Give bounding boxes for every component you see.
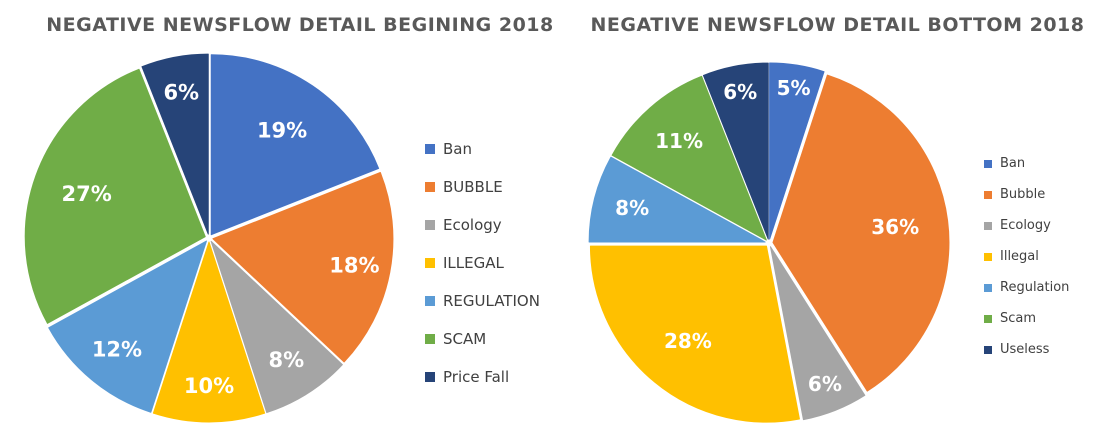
- legend-entry-scam: SCAM: [425, 320, 540, 358]
- legend-entry-ecology: Ecology: [425, 206, 540, 244]
- legend-swatch: [984, 221, 992, 230]
- pie-slice-ban: [769, 62, 825, 240]
- legend-label: Bubble: [1000, 187, 1046, 202]
- data-label-scam: 11%: [655, 129, 703, 153]
- legend: Ban Bubble Ecology Illegal Regulation Scam Use…: [984, 148, 1069, 365]
- data-label-regulation: 12%: [92, 337, 142, 361]
- pie-plot: 5% 36% 6% 28% 8% 11% 6%: [588, 62, 950, 423]
- legend-swatch: [425, 334, 435, 344]
- legend-entry-regulation: Regulation: [984, 272, 1069, 303]
- data-label-scam: 27%: [62, 182, 112, 206]
- pie-slice-illegal: [589, 245, 800, 423]
- pie-slice-illegal: [152, 241, 266, 423]
- data-label-ecology: 8%: [269, 348, 305, 372]
- pie-slice-ecology: [769, 246, 866, 421]
- pie-slice-price-fall: [141, 53, 209, 235]
- pie-slice-bubble: [212, 171, 394, 363]
- legend-entry-ban: Ban: [425, 130, 540, 168]
- legend-label: Scam: [1000, 311, 1037, 326]
- data-label-regulation: 8%: [615, 196, 649, 220]
- data-label-illegal: 10%: [184, 374, 234, 398]
- pie-plot: 19% 18% 8% 10% 12% 27% 6%: [24, 53, 394, 423]
- legend-label: Ban: [443, 140, 472, 158]
- legend-swatch: [984, 159, 992, 168]
- pie-slice-regulation: [48, 240, 207, 413]
- legend-label: ILLEGAL: [443, 254, 504, 272]
- legend-entry-illegal: Illegal: [984, 241, 1069, 272]
- legend-swatch: [984, 252, 992, 261]
- legend-swatch: [425, 296, 435, 306]
- data-label-ban: 19%: [257, 118, 307, 142]
- legend-swatch: [984, 190, 992, 199]
- legend-entry-bubble: BUBBLE: [425, 168, 540, 206]
- legend-swatch: [425, 182, 435, 192]
- legend-entry-regulation: REGULATION: [425, 282, 540, 320]
- legend-label: BUBBLE: [443, 178, 503, 196]
- data-label-useless: 6%: [723, 80, 757, 104]
- legend-entry-bubble: Bubble: [984, 179, 1069, 210]
- legend-label: Regulation: [1000, 280, 1070, 295]
- legend-label: Ecology: [1000, 218, 1051, 233]
- legend-entry-price-fall: Price Fall: [425, 358, 540, 396]
- legend-swatch: [984, 314, 992, 323]
- legend-label: SCAM: [443, 330, 487, 348]
- legend-label: Useless: [1000, 342, 1050, 357]
- legend-entry-ban: Ban: [984, 148, 1069, 179]
- pie-slice-ban: [210, 54, 380, 236]
- legend-label: Price Fall: [443, 368, 510, 386]
- legend-entry-illegal: ILLEGAL: [425, 244, 540, 282]
- legend-entry-ecology: Ecology: [984, 210, 1069, 241]
- pie-slice-bubble: [772, 74, 950, 392]
- data-label-ban: 5%: [777, 76, 811, 100]
- legend-label: Ban: [1000, 156, 1026, 171]
- legend-swatch: [984, 283, 992, 292]
- legend-entry-useless: Useless: [984, 334, 1069, 365]
- pie-slice-ecology: [210, 240, 343, 414]
- data-label-price-fall: 6%: [163, 81, 199, 105]
- legend-swatch: [984, 345, 992, 354]
- data-label-bubble: 36%: [871, 215, 919, 239]
- legend-swatch: [425, 372, 435, 382]
- data-label-bubble: 18%: [329, 254, 379, 278]
- legend-label: Ecology: [443, 216, 502, 234]
- pie-chart-bottom-2018: NEGATIVE NEWSFLOW DETAIL BOTTOM 2018 5% 3…: [560, 0, 1115, 443]
- pie-slice-useless: [702, 62, 769, 240]
- pie-chart-begining-2018: NEGATIVE NEWSFLOW DETAIL BEGINING 2018 1…: [24, 14, 553, 423]
- legend-swatch: [425, 144, 435, 154]
- legend-entry-scam: Scam: [984, 303, 1069, 334]
- data-label-illegal: 28%: [664, 329, 712, 353]
- pie-slice-regulation: [588, 156, 766, 243]
- legend: Ban BUBBLE Ecology ILLEGAL REGULATION SCAM Pri…: [425, 130, 540, 396]
- legend-swatch: [425, 220, 435, 230]
- legend-label: Illegal: [1000, 249, 1039, 264]
- pie-slice-scam: [611, 75, 767, 241]
- data-label-ecology: 6%: [808, 372, 842, 396]
- chart-title: NEGATIVE NEWSFLOW DETAIL BEGINING 2018: [46, 14, 554, 36]
- chart-title: NEGATIVE NEWSFLOW DETAIL BOTTOM 2018: [590, 14, 1085, 36]
- legend-label: REGULATION: [443, 292, 540, 310]
- pie-slice-scam: [24, 68, 206, 324]
- legend-swatch: [425, 258, 435, 268]
